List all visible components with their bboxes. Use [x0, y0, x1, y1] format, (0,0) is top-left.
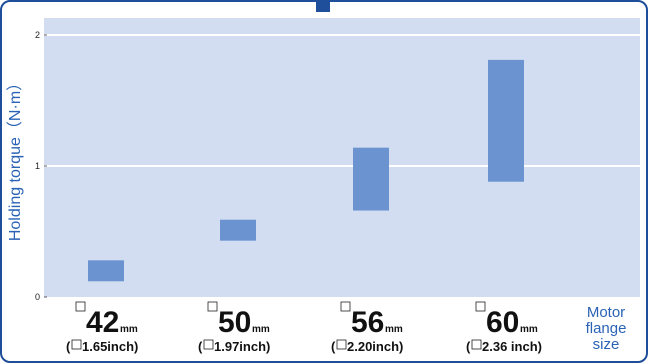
- square-symbol-icon: [75, 301, 86, 312]
- category-label-42: 42 mm (1.65inch): [66, 301, 138, 354]
- y-tick-label: 1: [35, 161, 40, 171]
- square-symbol-icon: [471, 339, 482, 350]
- y-axis-label: Holding torque（N·m）: [6, 75, 24, 241]
- flange-size-value: 56: [351, 306, 384, 339]
- flange-size-inch: 1.97inch): [214, 339, 270, 354]
- open-paren: (: [466, 339, 471, 354]
- square-symbol-icon: [207, 301, 218, 312]
- x-axis-label-line: flange: [586, 320, 627, 337]
- square-symbol-icon: [340, 301, 351, 312]
- torque-range-bar-50: [220, 219, 256, 241]
- frame-tab-marker: [316, 0, 330, 12]
- plot-area: [44, 18, 640, 297]
- x-axis-label-line: size: [593, 336, 620, 353]
- square-symbol-icon: [71, 339, 82, 350]
- flange-size-value: 50: [218, 306, 251, 339]
- square-symbol-icon: [475, 301, 486, 312]
- torque-range-bar-42: [88, 260, 124, 282]
- open-paren: (: [331, 339, 336, 354]
- y-tick-labels: 0 1 2: [35, 30, 47, 302]
- gridlines: [44, 34, 640, 167]
- x-category-labels: 42 mm(1.65inch)50 mm(1.97inch)56 mm(2.20inc…: [66, 301, 542, 354]
- flange-size-inch: 2.20inch): [347, 339, 403, 354]
- open-paren: (: [66, 339, 71, 354]
- open-paren: (: [198, 339, 203, 354]
- flange-size-unit: mm: [252, 324, 270, 335]
- category-label-50: 50 mm (1.97inch): [198, 301, 270, 354]
- x-axis-label-line: Motor: [587, 304, 625, 321]
- flange-size-inch: 1.65inch): [82, 339, 138, 354]
- y-tick-label: 2: [35, 30, 40, 40]
- y-tick-label: 0: [35, 292, 40, 302]
- square-symbol-icon: [336, 339, 347, 350]
- category-label-56: 56 mm (2.20inch): [331, 301, 403, 354]
- flange-size-unit: mm: [520, 324, 538, 335]
- flange-size-value: 42: [86, 306, 119, 339]
- flange-size-inch: 2.36 inch): [482, 339, 542, 354]
- torque-range-bar-60: [488, 59, 524, 182]
- flange-size-value: 60: [486, 306, 519, 339]
- square-symbol-icon: [203, 339, 214, 350]
- flange-size-unit: mm: [385, 324, 403, 335]
- category-label-60: 60 mm (2.36 inch): [466, 301, 542, 354]
- range-bars: [88, 59, 524, 282]
- torque-range-bar-56: [353, 147, 389, 211]
- flange-size-unit: mm: [120, 324, 138, 335]
